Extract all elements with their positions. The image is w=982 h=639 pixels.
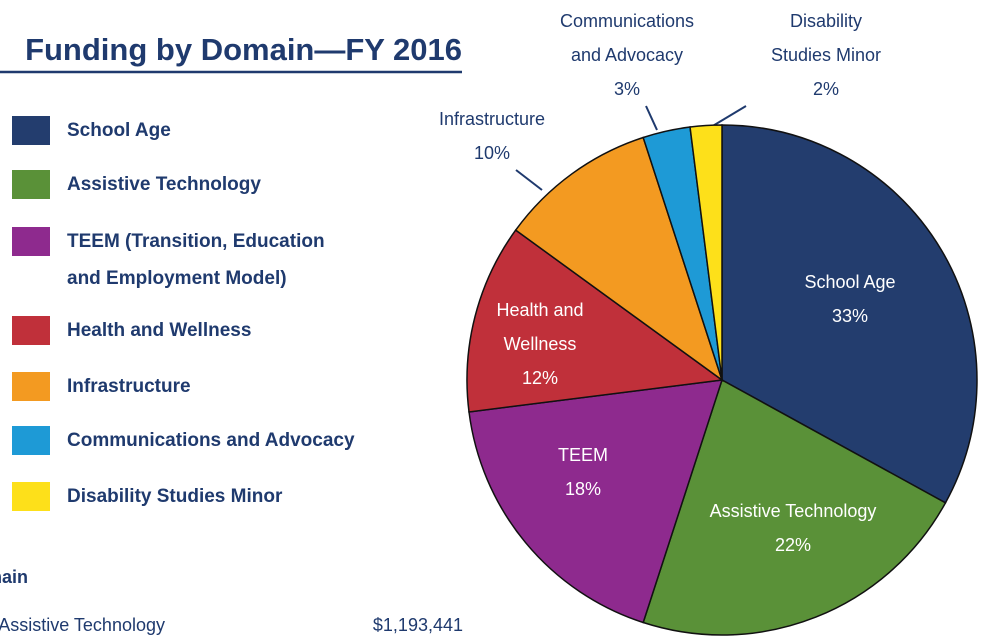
legend-label: School Age	[67, 120, 171, 141]
legend-label: Communications and Advocacy	[67, 430, 355, 451]
legend-label: Health and Wellness	[67, 320, 251, 341]
legend-label: TEEM (Transition, Education	[67, 231, 325, 252]
legend-label: Assistive Technology	[67, 174, 261, 195]
slice-label: Disability	[790, 11, 862, 31]
legend-swatch	[12, 426, 50, 455]
slice-value-label: 3%	[614, 79, 640, 99]
slice-label: Assistive Technology	[710, 501, 877, 521]
legend-swatch	[12, 372, 50, 401]
slice-value-label: 2%	[813, 79, 839, 99]
legend-swatch	[12, 170, 50, 199]
pie-slice	[466, 229, 724, 413]
slice-label: Infrastructure	[439, 109, 545, 129]
slice-label: and Advocacy	[571, 45, 683, 65]
table-cell: Assistive Technology	[0, 615, 165, 635]
slice-label: Studies Minor	[771, 45, 881, 65]
slice-label: Health and	[496, 300, 583, 320]
slice-label: Communications	[560, 11, 694, 31]
pie-slice	[689, 124, 723, 381]
legend-swatch	[12, 116, 50, 145]
legend-label: Disability Studies Minor	[67, 486, 283, 507]
slice-value-label: 18%	[565, 479, 601, 499]
legend-label: Infrastructure	[67, 376, 191, 397]
slice-value-label: 22%	[775, 535, 811, 555]
legend-swatch	[12, 316, 50, 345]
table-cell: $1,193,441	[373, 615, 463, 635]
legend-swatch	[12, 482, 50, 511]
slice-value-label: 33%	[832, 306, 868, 326]
legend-label: and Employment Model)	[67, 268, 287, 289]
pie-slice	[721, 124, 978, 504]
legend-swatch	[12, 227, 50, 256]
slice-label: TEEM	[558, 445, 608, 465]
leader-line	[645, 105, 658, 131]
slice-label: Wellness	[504, 334, 577, 354]
pie-slice	[514, 136, 724, 382]
pie-slice	[642, 378, 947, 636]
pie-slice	[468, 379, 724, 624]
chart-title: Funding by Domain—FY 2016	[25, 32, 462, 67]
leader-line	[515, 169, 543, 191]
table-header: Domain	[0, 567, 28, 587]
slice-value-label: 10%	[474, 143, 510, 163]
slice-label: School Age	[804, 272, 895, 292]
slice-value-label: 12%	[522, 368, 558, 388]
